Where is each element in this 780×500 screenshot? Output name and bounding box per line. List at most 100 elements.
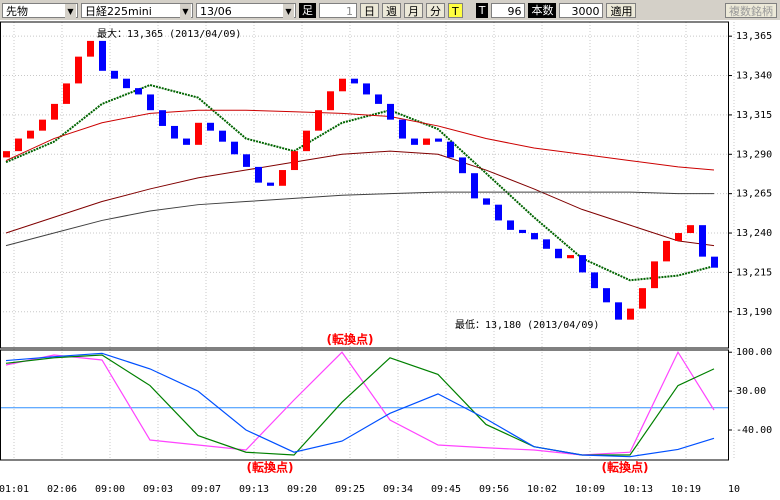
candle xyxy=(255,166,262,183)
x-tick-label: 09:45 xyxy=(431,484,461,495)
x-tick-label: 09:07 xyxy=(191,484,221,495)
candle xyxy=(207,122,214,131)
candle xyxy=(147,94,154,111)
turning-point-label: (転換点) xyxy=(247,460,294,475)
candle xyxy=(267,182,274,186)
moving-average xyxy=(5,150,715,247)
candle xyxy=(399,119,406,139)
candle xyxy=(135,88,142,95)
x-tick-label: 09:20 xyxy=(287,484,317,495)
symbol-select[interactable]: 日経225mini xyxy=(81,2,193,19)
x-tick-label: 09:00 xyxy=(95,484,125,495)
candle xyxy=(159,110,166,126)
candle xyxy=(99,40,106,71)
candle xyxy=(231,141,238,155)
candle xyxy=(471,173,478,199)
candle xyxy=(411,138,418,145)
candle xyxy=(447,141,454,158)
candle xyxy=(591,272,598,289)
tick-input[interactable]: 96 xyxy=(491,2,526,18)
candle xyxy=(219,130,226,142)
x-tick-label: 09:13 xyxy=(239,484,269,495)
candle xyxy=(339,78,346,92)
x-tick-label: 10:19 xyxy=(671,484,701,495)
candle xyxy=(315,110,322,131)
price-annotation: 最低：13,180 (2013/04/09) xyxy=(455,318,599,331)
x-tick-label: 09:25 xyxy=(335,484,365,495)
price-frame xyxy=(0,21,729,349)
week-button[interactable]: 週 xyxy=(382,2,401,18)
candle xyxy=(711,256,718,268)
minute-button[interactable]: 分 xyxy=(426,2,445,18)
candle xyxy=(3,151,10,158)
candle xyxy=(543,239,550,249)
y-tick-label: 13,265 xyxy=(736,189,772,200)
candle xyxy=(615,302,622,320)
market-select[interactable]: 先物 xyxy=(2,2,78,19)
price-annotation: 最大：13,365 (2013/04/09) xyxy=(97,27,241,40)
day-button[interactable]: 日 xyxy=(360,2,379,18)
x-tick-label: 10 xyxy=(728,484,740,495)
candle xyxy=(699,225,706,257)
candle xyxy=(531,233,538,240)
y-tick-label: 13,240 xyxy=(736,228,772,239)
bar-count[interactable]: 1 xyxy=(319,2,357,18)
candle xyxy=(351,78,358,84)
bar-label: 足 xyxy=(299,2,316,18)
candle xyxy=(303,130,310,152)
apply-button[interactable]: 適用 xyxy=(606,2,637,18)
candle xyxy=(123,78,130,89)
x-tick-label: 02:06 xyxy=(47,484,77,495)
candle xyxy=(39,119,46,131)
x-tick-label: 09:03 xyxy=(143,484,173,495)
candle xyxy=(111,70,118,79)
toolbar: 先物 日経225mini 13/06 足 1 日 週 月 分 T T 96 本数… xyxy=(0,0,780,20)
candle xyxy=(639,288,646,309)
y-tick-label: 100.00 xyxy=(736,347,772,358)
candle xyxy=(327,91,334,111)
candle xyxy=(387,103,394,120)
candle xyxy=(603,288,610,303)
candle xyxy=(459,157,466,174)
candle xyxy=(435,138,442,142)
y-tick-label: 13,215 xyxy=(736,267,772,278)
candle xyxy=(243,154,250,167)
candle xyxy=(507,220,514,230)
chart: 01:01 02:06 09:00 09:03 09:07 09:13 09:20 09:25… xyxy=(0,21,772,495)
month-button[interactable]: 月 xyxy=(404,2,423,18)
candle xyxy=(291,151,298,171)
candle xyxy=(63,83,70,104)
tick-label: T xyxy=(475,2,489,18)
x-tick-label: 10:02 xyxy=(527,484,557,495)
candle xyxy=(75,56,82,84)
contract-select[interactable]: 13/06 xyxy=(196,2,296,19)
candle xyxy=(423,138,430,145)
candle xyxy=(651,261,658,289)
oscillator-line xyxy=(5,350,715,456)
multi-button[interactable]: 複数銘柄 xyxy=(725,2,777,18)
oscillator-frame xyxy=(0,349,729,461)
oscillator-line xyxy=(5,354,715,456)
candle xyxy=(195,122,202,145)
candle xyxy=(363,83,370,95)
x-tick-label: 10:09 xyxy=(575,484,605,495)
x-tick-label: 09:56 xyxy=(479,484,509,495)
y-tick-label: 30.00 xyxy=(736,386,766,397)
y-tick-label: 13,290 xyxy=(736,149,772,160)
count-input[interactable]: 3000 xyxy=(559,2,604,18)
candle xyxy=(495,204,502,221)
candle xyxy=(87,40,94,57)
x-tick-label: 10:13 xyxy=(623,484,653,495)
candle xyxy=(519,229,526,234)
tick-button[interactable]: T xyxy=(448,2,463,18)
y-tick-label: -40.00 xyxy=(736,425,772,436)
candle xyxy=(183,138,190,145)
candle xyxy=(663,240,670,262)
moving-average xyxy=(5,191,714,247)
y-tick-label: 13,365 xyxy=(736,31,772,42)
x-tick-label: 01:01 xyxy=(0,484,29,495)
candle xyxy=(555,248,562,259)
y-tick-label: 13,340 xyxy=(736,71,772,82)
y-tick-label: 13,190 xyxy=(736,307,772,318)
